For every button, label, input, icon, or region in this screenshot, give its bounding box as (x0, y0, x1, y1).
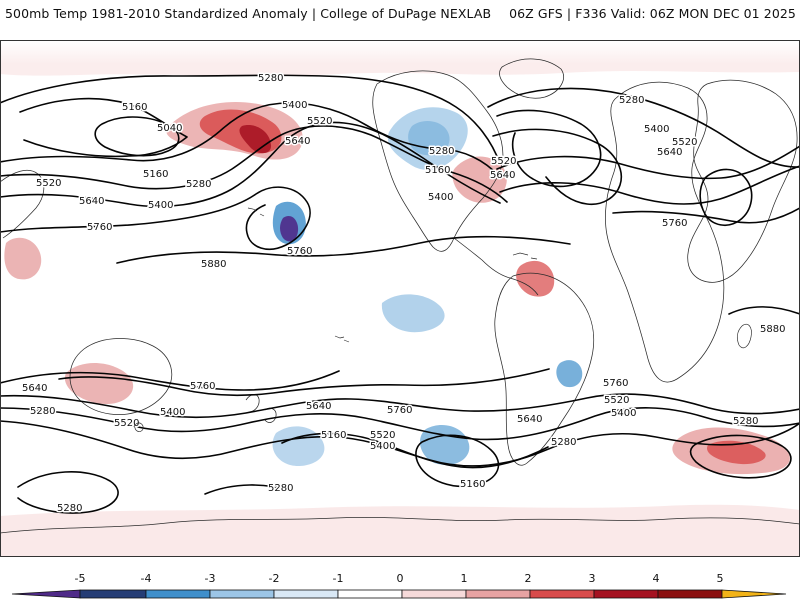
legend-bin-over-5 (721, 589, 787, 599)
contour-5160-atlantic (496, 109, 602, 188)
legend-tick-label: -5 (75, 572, 86, 585)
tropical-pacific-cold-anomaly (381, 294, 445, 333)
legend-bin-4 (593, 589, 659, 599)
global-map: 5280 5160 5040 5520 5640 5400 5520 5160 … (0, 40, 800, 557)
legend-bin-minus-3 (145, 589, 211, 599)
legend-bin-minus-4 (79, 589, 147, 599)
legend-bin-1 (401, 589, 467, 599)
legend-tick-label: 0 (397, 572, 404, 585)
legend-tick-label: 3 (589, 572, 596, 585)
contour-5520-north-pacific (0, 125, 508, 203)
contour-5880-subtropical (116, 235, 571, 264)
contour-5760-europe (612, 207, 800, 224)
europe-africa-coastline (605, 81, 725, 383)
north-white-fade (0, 40, 800, 64)
legend-tick-label: -2 (269, 572, 280, 585)
contour-5160-southern-ocean (281, 432, 549, 469)
contour-5280-atlantic (487, 87, 800, 168)
height-contour-layer (0, 74, 800, 514)
contour-5040-north-pacific-loop (94, 116, 180, 157)
contour-5760-central-pacific-wave (0, 186, 311, 250)
asia-coastline (687, 79, 798, 283)
greenland-coastline (499, 58, 564, 99)
contour-5400-southern-ocean (0, 393, 800, 419)
legend-bin-2 (465, 589, 531, 599)
western-us-cold-anomaly (387, 107, 468, 170)
contour-5160-south-atlantic-loop (415, 434, 500, 488)
model-run-title: 06Z GFS | F336 Valid: 06Z MON DEC 01 202… (509, 6, 796, 21)
central-america-coastline (453, 237, 539, 296)
contour-5520-southern-ocean (0, 407, 800, 441)
contour-5520-atlantic (496, 145, 800, 180)
contour-5640-southern-indian (0, 370, 340, 391)
contour-5160-north-pacific-loop (19, 97, 188, 158)
coastline-layer (0, 58, 800, 534)
legend-tick-label: 5 (717, 572, 724, 585)
east-asia-warm-anomaly (4, 237, 42, 280)
contour-5760-southern-indian (58, 368, 550, 397)
legend-bin-5 (657, 589, 723, 599)
madagascar (736, 323, 752, 349)
antarctic-pale-warm-band (0, 504, 800, 557)
legend-tick-label: 2 (525, 572, 532, 585)
legend-tick-label: -3 (205, 572, 216, 585)
contour-5640-atlantic (499, 165, 800, 205)
central-pacific-deep-cold-core (280, 215, 299, 242)
color-scale-legend: -5 -4 -3 -2 -1 0 1 2 3 4 5 (0, 558, 800, 600)
south-atlantic-cold-anomaly (556, 360, 583, 388)
east-asia-coastline (0, 170, 45, 239)
legend-tick-label: 4 (653, 572, 660, 585)
map-frame: 5280 5160 5040 5520 5640 5400 5520 5160 … (0, 40, 800, 557)
legend-tick-label: -1 (333, 572, 344, 585)
australia-coastline (69, 338, 173, 415)
contour-5640-europe-loop (699, 168, 753, 227)
legend-bin-minus-2 (209, 589, 275, 599)
contour-5280-north-pacific (0, 74, 501, 165)
legend-bin-minus-1 (273, 589, 339, 599)
map-title: 500mb Temp 1981-2010 Standardized Anomal… (5, 6, 492, 21)
legend-color-bar: -5 -4 -3 -2 -1 0 1 2 3 4 5 (11, 572, 787, 599)
southern-ocean-strong-warm-anomaly (706, 440, 766, 465)
contour-5280-southern-atlantic-loop (689, 434, 792, 479)
south-america-coastline (494, 272, 595, 466)
hawaii-islands (247, 207, 265, 217)
contour-5280-southern-bottom-loop (17, 471, 119, 514)
legend-bin-3 (529, 589, 595, 599)
contour-5880-africa (728, 306, 800, 315)
south-pacific-cold-anomaly (272, 426, 325, 466)
small-geographic-details (134, 207, 752, 432)
caribbean-islands (512, 252, 538, 260)
legend-bin-0 (337, 589, 403, 599)
contour-5280-southern-center (204, 484, 293, 495)
pacific-small-islands (334, 335, 350, 343)
contour-5400-north-pacific (0, 102, 500, 177)
legend-tick-label: -4 (141, 572, 152, 585)
tasmania (134, 422, 144, 432)
contour-5640-north-pacific (0, 121, 501, 208)
caribbean-warm-anomaly (516, 260, 555, 297)
header: 500mb Temp 1981-2010 Standardized Anomal… (0, 0, 800, 32)
legend-bin-minus-5 (11, 589, 81, 599)
contour-5400-atlantic (492, 128, 622, 206)
legend-tick-label: 1 (461, 572, 468, 585)
antarctica-coastline (0, 516, 800, 534)
